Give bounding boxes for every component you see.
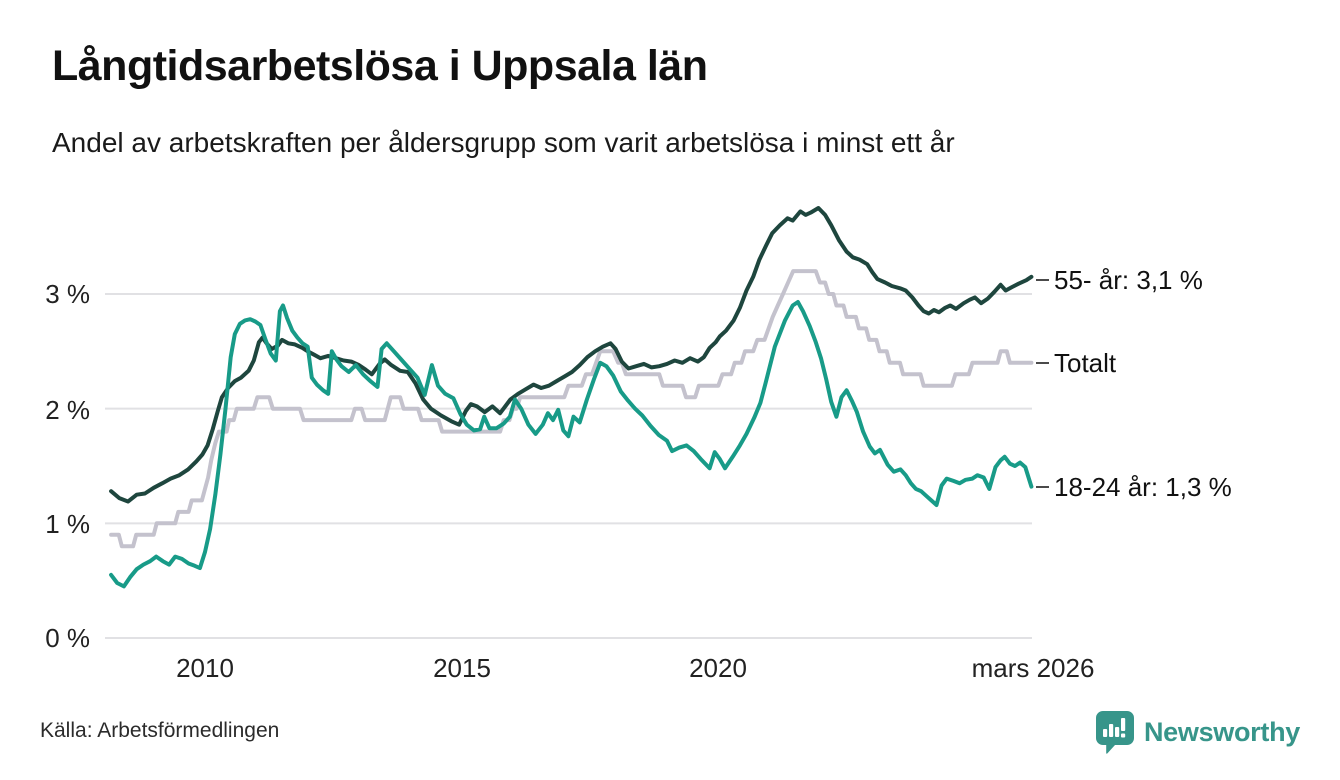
series-label-18-24-text: 18-24 år: 1,3 % — [1054, 472, 1232, 502]
series-line-18-24-r — [109, 300, 1034, 589]
chart-title: Långtidsarbetslösa i Uppsala län — [52, 42, 708, 90]
series-label-totalt-text: Totalt — [1054, 348, 1117, 378]
series-label-55-text: 55- år: 3,1 % — [1054, 265, 1203, 295]
chart-subtitle: Andel av arbetskraften per åldersgrupp s… — [52, 127, 955, 158]
x-axis-tick-2020: 2020 — [689, 653, 747, 683]
label-connector-dash — [1036, 486, 1049, 488]
series-label-totalt: Totalt — [1036, 347, 1116, 379]
newsworthy-bubble-chart-icon — [1095, 711, 1134, 754]
label-connector-dash — [1036, 279, 1049, 281]
y-axis-tick-1: 1 % — [45, 509, 90, 539]
series-label-55: 55- år: 3,1 % — [1036, 264, 1203, 296]
series-line-55-r — [109, 206, 1034, 504]
series-label-18-24: 18-24 år: 1,3 % — [1036, 471, 1232, 503]
source-note: Källa: Arbetsförmedlingen — [40, 719, 280, 742]
newsworthy-wordmark: Newsworthy — [1143, 716, 1300, 747]
y-axis-tick-0: 0 % — [45, 623, 90, 653]
newsworthy-logo[interactable]: Newsworthy — [1095, 709, 1300, 755]
x-axis-tick-2010: 2010 — [176, 653, 234, 683]
label-connector-dash — [1036, 362, 1049, 364]
y-axis-tick-2: 2 % — [45, 395, 90, 425]
x-axis-tick-2015: 2015 — [433, 653, 491, 683]
y-axis-tick-3: 3 % — [45, 279, 90, 309]
series-line-totalt — [109, 269, 1034, 549]
x-axis-tick-mars-2026: mars 2026 — [971, 653, 1095, 683]
